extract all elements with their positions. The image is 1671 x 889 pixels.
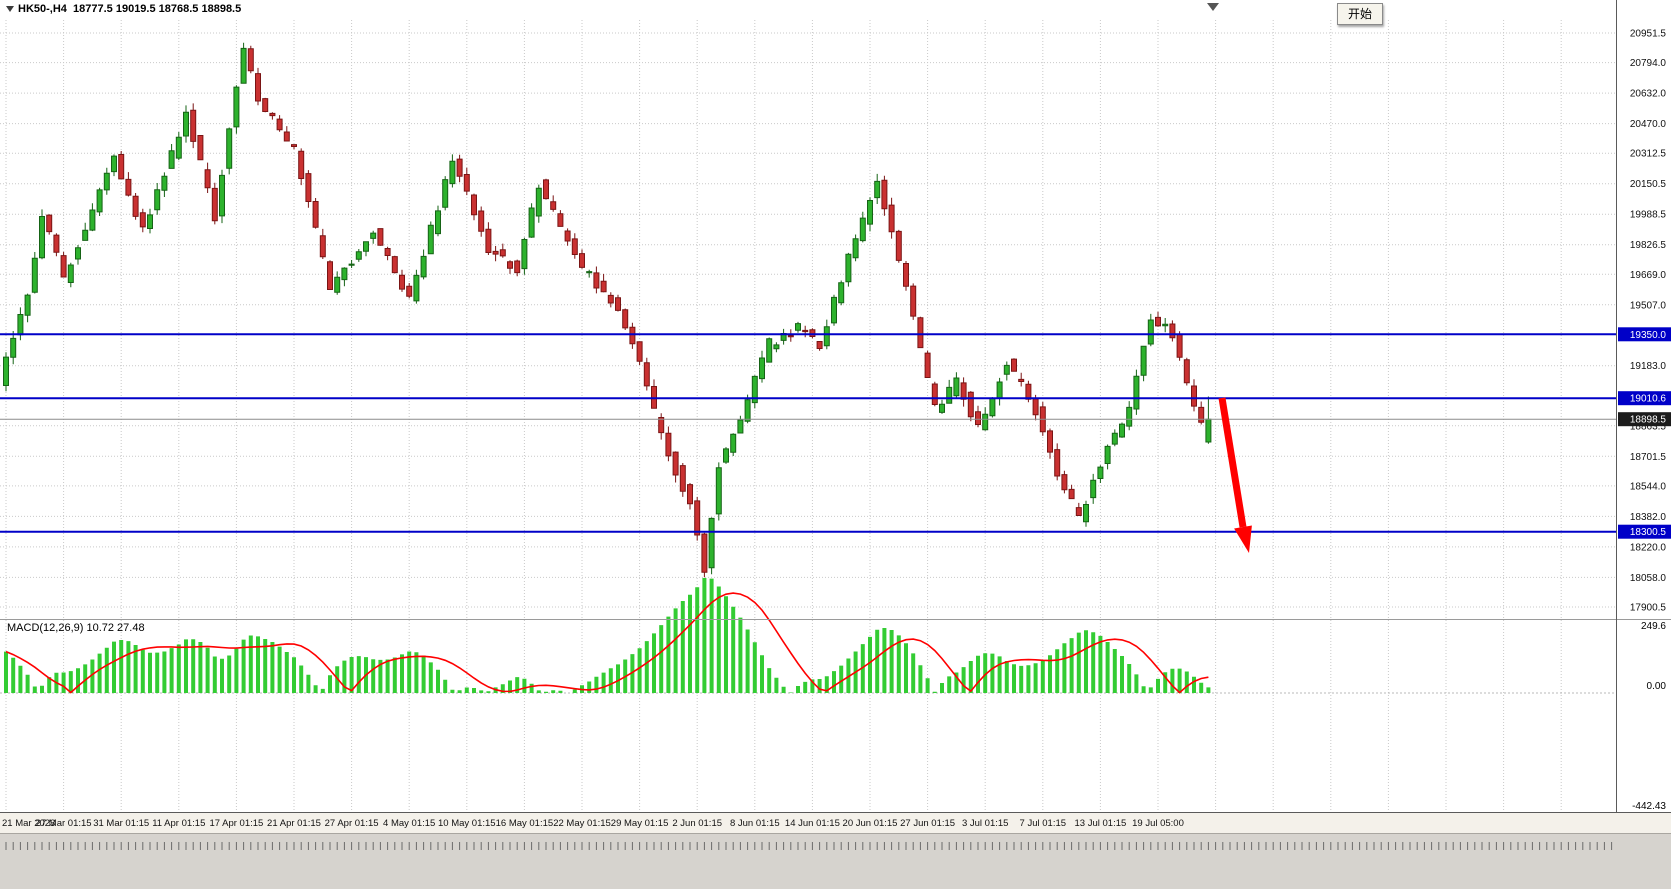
time-label: 27 Jun 01:15	[900, 818, 955, 829]
price-tick-label: 19826.5	[1630, 240, 1667, 251]
macd-indicator-label: MACD(12,26,9) 10.72 27.48	[7, 622, 145, 634]
grid-horizontal	[0, 32, 1616, 608]
time-label: 16 May 01:15	[496, 818, 554, 829]
one-click-trading-arrow-icon[interactable]	[6, 6, 14, 12]
time-label: 13 Jul 01:15	[1075, 818, 1127, 829]
chart-ohlc-title: HK50-,H4 18777.5 19019.5 18768.5 18898.5	[18, 3, 242, 15]
time-label: 3 Jul 01:15	[962, 818, 1008, 829]
price-tick-label: 19669.0	[1630, 270, 1667, 281]
macd-axis-label-bottom: -442.43	[1632, 801, 1666, 812]
time-label: 21 Apr 01:15	[267, 818, 321, 829]
price-tick-label: 20951.5	[1630, 29, 1667, 40]
time-label: 8 Jun 01:15	[730, 818, 780, 829]
price-tick-label: 19507.0	[1630, 300, 1667, 311]
price-level-badge	[1618, 391, 1671, 406]
current-price-badge-text: 18898.5	[1630, 415, 1667, 426]
time-label: 2 Jun 01:15	[672, 818, 722, 829]
price-tick-label: 20470.0	[1630, 119, 1667, 130]
price-tick-label: 20632.0	[1630, 89, 1667, 100]
trend-arrow[interactable]	[1218, 397, 1247, 528]
price-tick-label: 18382.0	[1630, 512, 1667, 523]
price-tick-label: 20150.5	[1630, 179, 1667, 190]
macd-signal-line	[5, 592, 1209, 694]
grid-vertical	[5, 20, 1562, 812]
current-price-badge	[1618, 412, 1671, 427]
price-tick-label: 18058.0	[1630, 573, 1667, 584]
price-tick-label: 18863.5	[1630, 421, 1667, 432]
price-tick-label: 19988.5	[1630, 210, 1667, 221]
time-label: 11 Apr 01:15	[152, 818, 205, 829]
time-label: 27 Apr 01:15	[325, 818, 379, 829]
time-label: 29 May 01:15	[611, 818, 669, 829]
price-tick-label: 18544.0	[1630, 481, 1667, 492]
time-label: 27 Mar 01:15	[36, 818, 92, 829]
macd-axis-label-top: 249.6	[1640, 621, 1666, 632]
price-level-badge	[1618, 327, 1671, 342]
time-label: 19 Jul 05:00	[1132, 818, 1184, 829]
time-label: 7 Jul 01:15	[1020, 818, 1066, 829]
time-label: 21 Mar 2023	[2, 818, 55, 829]
candles-bearish	[46, 45, 1205, 578]
time-label: 20 Jun 01:15	[843, 818, 898, 829]
price-level-badge-text: 18300.5	[1630, 527, 1667, 538]
price-tick-label: 20312.5	[1630, 149, 1667, 160]
time-label: 4 May 01:15	[383, 818, 435, 829]
price-tick-label: 17900.5	[1630, 603, 1667, 614]
chart-shift-marker	[1207, 3, 1219, 11]
time-label: 31 Mar 01:15	[93, 818, 149, 829]
price-axis[interactable]: 20951.5 20794.0 20632.0 20470.0 20312.5 20150…	[1618, 29, 1671, 614]
trend-arrow-head[interactable]	[1234, 525, 1252, 554]
price-tick-label: 20794.0	[1630, 58, 1667, 69]
bottom-strip	[0, 833, 1671, 889]
bottom-strip-ticks	[5, 842, 1613, 850]
price-level-badge-text: 19350.0	[1630, 330, 1667, 341]
price-tick-label: 18701.5	[1630, 452, 1667, 463]
time-label: 17 Apr 01:15	[209, 818, 263, 829]
price-level-badge-text: 19010.6	[1630, 394, 1667, 405]
macd-histogram	[4, 578, 1211, 693]
price-tick-label: 18220.0	[1630, 542, 1667, 553]
price-level-badge	[1618, 524, 1671, 539]
time-axis-bg	[0, 813, 1671, 833]
time-label: 14 Jun 01:15	[785, 818, 840, 829]
time-label: 22 May 01:15	[553, 818, 611, 829]
macd-axis-label-zero: 0.00	[1646, 681, 1666, 692]
start-tooltip[interactable]: 开始	[1337, 3, 1384, 25]
price-tick-label: 19183.0	[1630, 361, 1667, 372]
time-label: 10 May 01:15	[438, 818, 496, 829]
candles-bullish	[3, 42, 1212, 575]
